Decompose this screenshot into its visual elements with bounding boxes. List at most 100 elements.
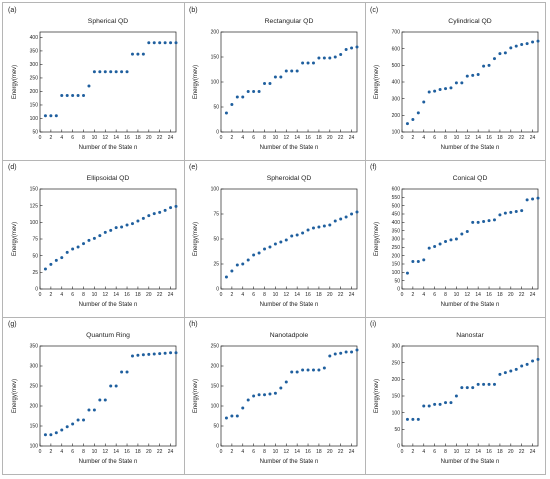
panel-label: (a) <box>8 7 17 14</box>
y-tick-label: 50 <box>394 278 400 284</box>
y-tick-label: 250 <box>211 344 220 350</box>
x-tick-label: 4 <box>60 135 63 141</box>
x-tick-label: 10 <box>273 449 279 455</box>
x-tick-label: 2 <box>49 135 52 141</box>
y-tick-label: 400 <box>392 80 401 86</box>
x-tick-label: 0 <box>220 135 223 141</box>
x-tick-label: 14 <box>113 449 119 455</box>
data-point <box>339 217 343 221</box>
x-tick-label: 16 <box>486 135 492 141</box>
data-point <box>498 213 502 217</box>
x-tick-label: 6 <box>71 135 74 141</box>
y-tick-label: 100 <box>211 187 220 193</box>
y-tick-label: 200 <box>392 113 401 119</box>
data-point <box>92 408 96 412</box>
data-point <box>174 204 178 208</box>
y-axis-label: Energy(mev) <box>193 222 199 256</box>
chart-title: Cylindrical QD <box>448 18 492 25</box>
x-tick-label: 14 <box>475 135 481 141</box>
panel-divider-h1 <box>3 160 545 161</box>
data-point <box>438 88 442 91</box>
x-tick-label: 24 <box>349 292 355 298</box>
data-point <box>465 230 469 233</box>
data-point <box>411 260 415 263</box>
data-point <box>460 386 464 390</box>
y-tick-label: 50 <box>213 105 219 111</box>
x-tick-label: 12 <box>102 292 108 298</box>
x-tick-label: 4 <box>60 449 63 455</box>
data-point <box>65 425 69 429</box>
data-point <box>169 41 173 45</box>
data-point <box>350 212 354 216</box>
data-point <box>241 95 245 99</box>
data-point <box>531 197 535 201</box>
x-tick-label: 10 <box>92 135 98 141</box>
data-point <box>339 351 343 355</box>
data-point <box>333 352 337 356</box>
data-point <box>257 90 261 93</box>
y-tick-label: 200 <box>211 364 220 370</box>
x-tick-label: 24 <box>168 292 174 298</box>
x-tick-label: 24 <box>530 292 536 298</box>
x-tick-label: 8 <box>444 135 447 141</box>
y-tick-label: 75 <box>213 212 219 218</box>
data-point <box>125 70 129 74</box>
y-tick-label: 150 <box>392 262 401 268</box>
data-point <box>224 111 228 115</box>
data-point <box>109 384 113 388</box>
y-tick-label: 100 <box>30 444 39 450</box>
chart-title: Nanostar <box>456 332 484 339</box>
chart-svg: Conical QD0 2 4 6 8 10 12 14 16 18 20 22 24050100150… <box>374 175 540 308</box>
data-point <box>54 258 58 262</box>
data-point <box>103 230 107 234</box>
data-point <box>322 366 326 370</box>
x-tick-label: 10 <box>454 292 460 298</box>
x-tick-label: 22 <box>519 292 525 298</box>
data-point <box>147 41 151 45</box>
chart-svg: Rectangular QD0 2 4 6 8 10 12 14 16 18 20 22 2405010… <box>193 18 359 151</box>
data-point <box>344 350 348 354</box>
data-point <box>224 416 228 420</box>
y-tick-label: 125 <box>30 203 39 209</box>
x-tick-label: 18 <box>497 449 503 455</box>
plot-frame <box>220 31 358 133</box>
data-point <box>71 94 75 98</box>
y-tick-label: 150 <box>30 187 39 193</box>
x-tick-label: 0 <box>39 292 42 298</box>
data-point <box>114 70 118 74</box>
x-tick-label: 6 <box>71 292 74 298</box>
data-point <box>252 90 256 93</box>
y-tick-label: 0 <box>216 130 219 136</box>
data-point <box>169 206 173 210</box>
data-point <box>514 210 518 213</box>
plot-frame <box>401 31 539 133</box>
y-tick-label: 100 <box>211 404 220 410</box>
data-point <box>536 39 540 43</box>
data-point <box>246 90 250 93</box>
chart-title: Spherical QD <box>88 18 129 25</box>
y-tick-label: 100 <box>30 220 39 226</box>
x-tick-label: 20 <box>508 292 514 298</box>
data-point <box>92 236 96 240</box>
data-point <box>230 414 234 418</box>
data-point <box>339 53 343 56</box>
x-axis-label: Number of the State n <box>260 459 319 465</box>
data-point <box>268 245 272 249</box>
x-tick-label: 24 <box>349 135 355 141</box>
data-point <box>449 401 453 405</box>
data-point <box>344 48 348 51</box>
data-point <box>482 382 486 386</box>
x-tick-label: 14 <box>113 135 119 141</box>
x-tick-label: 2 <box>230 292 233 298</box>
y-tick-label: 0 <box>397 287 400 293</box>
data-point <box>152 212 156 216</box>
data-point <box>427 90 431 94</box>
x-tick-label: 24 <box>349 449 355 455</box>
data-point <box>520 209 524 213</box>
data-point <box>290 370 294 374</box>
x-tick-label: 0 <box>220 292 223 298</box>
panel-label: (b) <box>189 7 198 14</box>
data-point <box>290 69 294 73</box>
data-point <box>476 73 480 76</box>
data-point <box>465 386 469 390</box>
